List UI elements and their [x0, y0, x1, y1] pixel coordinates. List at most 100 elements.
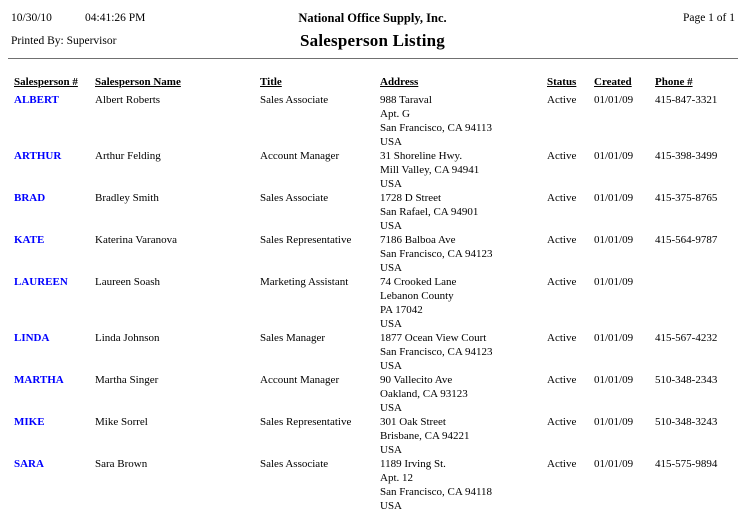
- address-block: 7186 Balboa Ave San Francisco, CA 94123 US…: [380, 233, 545, 275]
- created-date: 01/01/09: [594, 276, 634, 288]
- table-row: BRAD Bradley Smith Sales Associate Activ…: [0, 191, 745, 233]
- salesperson-code-link[interactable]: LAUREEN: [14, 276, 68, 288]
- salesperson-name: Katerina Varanova: [95, 234, 177, 246]
- table-row: LINDA Linda Johnson Sales Manager Active…: [0, 331, 745, 373]
- column-header-salesperson-code: Salesperson #: [14, 76, 78, 88]
- created-date: 01/01/09: [594, 374, 634, 386]
- address-block: 31 Shoreline Hwy. Mill Valley, CA 94941 US…: [380, 149, 545, 191]
- salesperson-code-link[interactable]: MARTHA: [14, 374, 64, 386]
- salesperson-name: Mike Sorrel: [95, 416, 148, 428]
- address-line: 74 Crooked Lane: [380, 276, 457, 288]
- address-line: USA: [380, 220, 403, 232]
- report-date: 10/30/10: [11, 12, 52, 24]
- column-header-row: Salesperson # Salesperson Name Title Add…: [0, 76, 745, 92]
- phone-number: 510-348-3243: [655, 416, 718, 428]
- column-header-phone: Phone #: [655, 76, 693, 88]
- address-line: USA: [380, 136, 403, 148]
- created-date: 01/01/09: [594, 416, 634, 428]
- address-line: USA: [380, 402, 403, 414]
- column-header-status: Status: [547, 76, 577, 88]
- salesperson-title: Sales Manager: [260, 332, 326, 344]
- address-line: Apt. 12: [380, 472, 413, 484]
- address-line: USA: [380, 444, 403, 456]
- salesperson-title: Account Manager: [260, 150, 340, 162]
- column-header-address: Address: [380, 76, 419, 88]
- created-date: 01/01/09: [594, 192, 634, 204]
- status-value: Active: [547, 416, 577, 428]
- address-line: 1189 Irving St.: [380, 458, 446, 470]
- status-value: Active: [547, 332, 577, 344]
- created-date: 01/01/09: [594, 150, 634, 162]
- salesperson-title: Sales Associate: [260, 192, 329, 204]
- address-line: Lebanon County: [380, 290, 454, 302]
- status-value: Active: [547, 234, 577, 246]
- address-block: 1189 Irving St. Apt. 12 San Francisco, CA …: [380, 457, 545, 513]
- status-value: Active: [547, 374, 577, 386]
- address-block: 1728 D Street San Rafael, CA 94901 USA: [380, 191, 545, 233]
- salesperson-code-link[interactable]: MIKE: [14, 416, 45, 428]
- salesperson-code-link[interactable]: ALBERT: [14, 94, 59, 106]
- status-value: Active: [547, 192, 577, 204]
- status-value: Active: [547, 276, 577, 288]
- phone-number: 415-575-9894: [655, 458, 718, 470]
- phone-number: 415-564-9787: [655, 234, 718, 246]
- phone-number: 415-567-4232: [655, 332, 718, 344]
- column-header-title: Title: [260, 76, 282, 88]
- salesperson-name: Laureen Soash: [95, 276, 161, 288]
- status-value: Active: [547, 94, 577, 106]
- address-line: USA: [380, 262, 403, 274]
- salesperson-title: Sales Representative: [260, 416, 352, 428]
- address-line: Mill Valley, CA 94941: [380, 164, 480, 176]
- phone-number: 415-375-8765: [655, 192, 718, 204]
- address-line: San Rafael, CA 94901: [380, 206, 479, 218]
- company-name: National Office Supply, Inc.: [298, 11, 447, 25]
- table-row: MIKE Mike Sorrel Sales Representative Ac…: [0, 415, 745, 457]
- salesperson-code-link[interactable]: SARA: [14, 458, 44, 470]
- salesperson-title: Account Manager: [260, 374, 340, 386]
- address-line: Apt. G: [380, 108, 410, 120]
- salesperson-code-link[interactable]: BRAD: [14, 192, 46, 204]
- phone-number: 510-348-2343: [655, 374, 718, 386]
- table-row: ARTHUR Arthur Felding Account Manager Ac…: [0, 149, 745, 191]
- header-divider: [8, 58, 738, 59]
- table-body: ALBERT Albert Roberts Sales Associate Ac…: [0, 93, 745, 513]
- created-date: 01/01/09: [594, 458, 634, 470]
- salesperson-title: Sales Associate: [260, 94, 329, 106]
- address-line: Brisbane, CA 94221: [380, 430, 470, 442]
- salesperson-name: Arthur Felding: [95, 150, 161, 162]
- address-line: 31 Shoreline Hwy.: [380, 150, 463, 162]
- salesperson-title: Sales Associate: [260, 458, 329, 470]
- address-line: 7186 Balboa Ave: [380, 234, 456, 246]
- status-value: Active: [547, 150, 577, 162]
- table-row: MARTHA Martha Singer Account Manager Act…: [0, 373, 745, 415]
- table-row: LAUREEN Laureen Soash Marketing Assistan…: [0, 275, 745, 331]
- phone-number: 415-847-3321: [655, 94, 718, 106]
- address-block: 988 Taraval Apt. G San Francisco, CA 94113…: [380, 93, 545, 149]
- address-line: San Francisco, CA 94123: [380, 346, 493, 358]
- address-line: San Francisco, CA 94123: [380, 248, 493, 260]
- table-row: KATE Katerina Varanova Sales Representat…: [0, 233, 745, 275]
- salesperson-code-link[interactable]: ARTHUR: [14, 150, 62, 162]
- salesperson-name: Sara Brown: [95, 458, 148, 470]
- address-line: PA 17042: [380, 304, 423, 316]
- salesperson-code-link[interactable]: LINDA: [14, 332, 50, 344]
- salesperson-name: Bradley Smith: [95, 192, 159, 204]
- address-line: San Francisco, CA 94118: [380, 486, 493, 498]
- created-date: 01/01/09: [594, 234, 634, 246]
- printed-by-label: Printed By: Supervisor: [11, 35, 117, 47]
- created-date: 01/01/09: [594, 332, 634, 344]
- phone-number: 415-398-3499: [655, 150, 718, 162]
- salesperson-title: Sales Representative: [260, 234, 352, 246]
- address-line: Oakland, CA 93123: [380, 388, 468, 400]
- table-row: ALBERT Albert Roberts Sales Associate Ac…: [0, 93, 745, 149]
- report-title: Salesperson Listing: [299, 31, 446, 50]
- status-value: Active: [547, 458, 577, 470]
- column-header-salesperson-name: Salesperson Name: [95, 76, 181, 88]
- address-line: USA: [380, 318, 403, 330]
- address-line: USA: [380, 360, 403, 372]
- salesperson-name: Albert Roberts: [95, 94, 161, 106]
- address-line: 988 Taraval: [380, 94, 432, 106]
- address-line: 1877 Ocean View Court: [380, 332, 487, 344]
- salesperson-code-link[interactable]: KATE: [14, 234, 45, 246]
